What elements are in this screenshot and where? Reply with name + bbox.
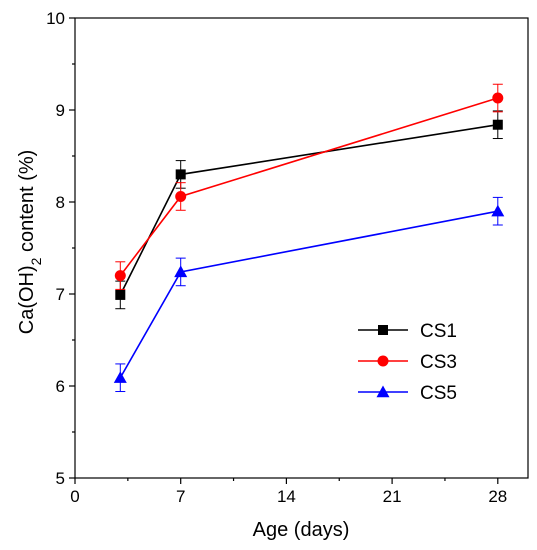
x-tick-label: 14 xyxy=(277,487,296,506)
y-axis-title-rest: content (%) xyxy=(16,150,38,258)
y-tick-label: 6 xyxy=(56,377,65,396)
legend-label-cs3: CS3 xyxy=(420,352,457,373)
y-tick-label: 5 xyxy=(56,469,65,488)
x-tick-label: 0 xyxy=(70,487,79,506)
y-axis-title: Ca(OH)2 content (%) xyxy=(16,150,44,335)
x-axis-title: Age (days) xyxy=(253,519,350,541)
y-tick-label: 10 xyxy=(46,9,65,28)
x-tick-label: 28 xyxy=(488,487,507,506)
y-tick-label: 8 xyxy=(56,193,65,212)
legend-marker-cs1 xyxy=(378,325,388,335)
data-point-cs3 xyxy=(492,92,504,104)
data-point-cs5 xyxy=(174,265,188,278)
data-point-cs5 xyxy=(491,204,505,217)
legend-marker-cs5 xyxy=(376,385,390,398)
data-point-cs1 xyxy=(175,169,186,180)
data-point-cs5 xyxy=(113,371,127,383)
data-point-cs1 xyxy=(115,289,126,300)
y-axis-title-main: Ca(OH) xyxy=(16,265,38,334)
y-axis-title-subscript: 2 xyxy=(28,257,44,265)
y-tick-label: 7 xyxy=(56,285,65,304)
legend-marker-cs3 xyxy=(377,355,389,367)
legend: CS1 CS3 CS5 xyxy=(358,321,457,404)
data-point-cs1 xyxy=(492,119,503,130)
x-tick-label: 7 xyxy=(176,487,185,506)
y-tick-label: 9 xyxy=(56,101,65,120)
data-point-cs3 xyxy=(114,270,126,282)
plot-area: 0 7 14 21 28 5 6 7 8 9 10 xyxy=(46,9,529,506)
series-line-cs3 xyxy=(119,97,499,277)
legend-label-cs5: CS5 xyxy=(420,383,457,404)
x-tick-label: 21 xyxy=(383,487,402,506)
data-point-cs3 xyxy=(175,190,187,202)
legend-label-cs1: CS1 xyxy=(420,321,457,342)
